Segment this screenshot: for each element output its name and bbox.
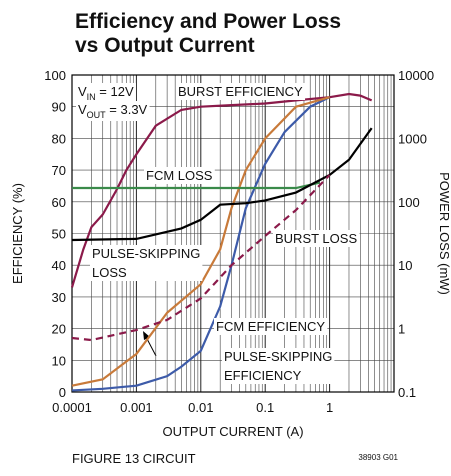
label-bg	[76, 101, 150, 121]
series-label: BURST EFFICIENCY	[178, 84, 303, 99]
series-label: FCM LOSS	[146, 168, 213, 183]
y-tick-label: 40	[52, 258, 66, 273]
y-tick-label: 90	[52, 100, 66, 115]
figure-id: 38903 G01	[358, 453, 398, 462]
label-bg	[273, 230, 360, 247]
series-label: FCM EFFICIENCY	[216, 319, 325, 334]
y-axis-label: EFFICIENCY (%)	[10, 183, 25, 284]
series-label: PULSE-SKIPPING EFFICIENCY	[224, 349, 332, 383]
x-tick-label: 0.1	[256, 400, 274, 415]
figure-caption: FIGURE 13 CIRCUIT	[72, 451, 196, 466]
label-bg	[90, 245, 203, 281]
y2-axis-label: POWER LOSS (mW)	[437, 172, 451, 295]
x-tick-label: 0.01	[188, 400, 213, 415]
series-line	[70, 92, 373, 288]
label-bg	[214, 318, 328, 335]
y-tick-label: 20	[52, 322, 66, 337]
annotation: VIN = 12V	[78, 84, 134, 102]
label-bg	[144, 167, 215, 184]
y-tick-label: 80	[52, 131, 66, 146]
annotation: VOUT = 3.3V	[78, 102, 148, 120]
annotation-part: IN	[87, 92, 96, 102]
series-line	[71, 96, 331, 392]
series-line	[71, 96, 330, 387]
y2-tick-label: 0.1	[398, 385, 416, 400]
annotation-part: = 3.3V	[106, 102, 148, 117]
label-bg	[76, 83, 136, 103]
y-tick-label: 10	[52, 353, 66, 368]
y-tick-label: 50	[52, 227, 66, 242]
series-label: PULSE-SKIPPING LOSS	[92, 246, 200, 280]
y-tick-label: 60	[52, 195, 66, 210]
annotation-part: OUT	[87, 110, 107, 120]
label-bg	[222, 348, 335, 384]
y-tick-label: 30	[52, 290, 66, 305]
annotation-part: = 12V	[96, 84, 134, 99]
y2-tick-label: 10000	[398, 68, 434, 83]
x-axis-label: OUTPUT CURRENT (A)	[162, 424, 303, 439]
y2-tick-label: 1	[398, 322, 405, 337]
x-tick-label: 1	[326, 400, 333, 415]
chart-title: Efficiency and Power Loss vs Output Curre…	[75, 10, 341, 57]
series-line	[71, 174, 331, 342]
annotation-part: V	[78, 84, 87, 99]
plot-frame	[71, 74, 395, 393]
y-tick-label: 70	[52, 163, 66, 178]
y2-tick-label: 10	[398, 258, 412, 273]
y-tick-label: 100	[44, 68, 66, 83]
x-tick-label: 0.0001	[52, 400, 92, 415]
y-tick-label: 0	[59, 385, 66, 400]
series-line	[71, 127, 373, 242]
y2-tick-label: 100	[398, 195, 420, 210]
annotation-part: V	[78, 102, 87, 117]
series-label: BURST LOSS	[275, 231, 357, 246]
label-bg	[176, 83, 306, 100]
x-tick-label: 0.001	[120, 400, 153, 415]
y2-tick-label: 1000	[398, 131, 427, 146]
